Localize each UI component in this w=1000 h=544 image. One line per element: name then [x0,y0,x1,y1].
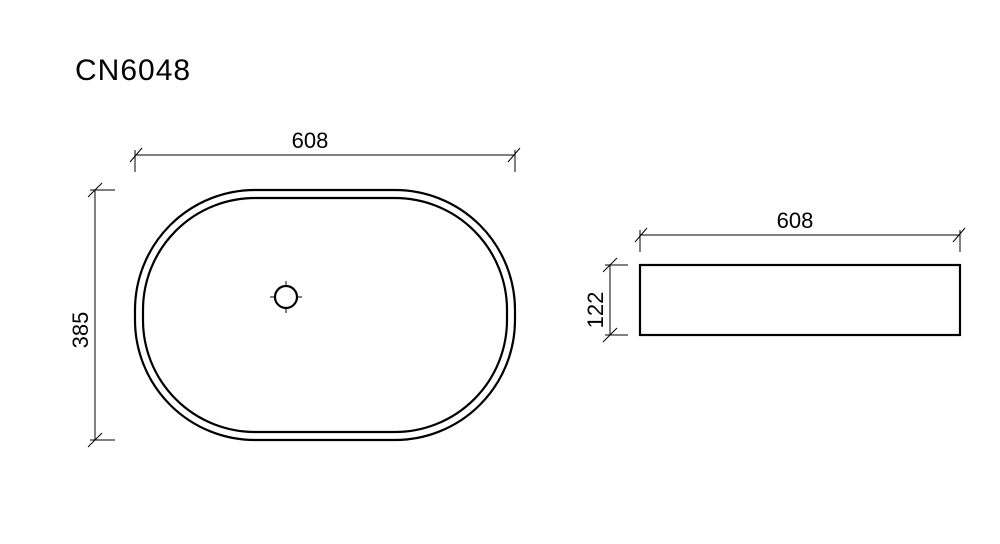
technical-drawing: CN6048 608 [0,0,1000,544]
drain-icon [270,281,302,313]
basin-side-outline [640,265,960,335]
basin-inner-outline [143,198,507,432]
top-view: 608 385 [68,128,520,447]
side-view: 608 122 [583,208,965,342]
side-height-label: 122 [583,292,608,329]
top-width-dimension: 608 [130,128,520,172]
model-number: CN6048 [75,54,191,87]
top-width-label: 608 [292,128,329,153]
side-height-dimension: 122 [583,258,628,342]
side-width-dimension: 608 [635,208,965,252]
top-height-dimension: 385 [68,183,115,447]
top-height-label: 385 [68,312,93,349]
side-width-label: 608 [777,208,814,233]
basin-outer-outline [135,190,515,440]
